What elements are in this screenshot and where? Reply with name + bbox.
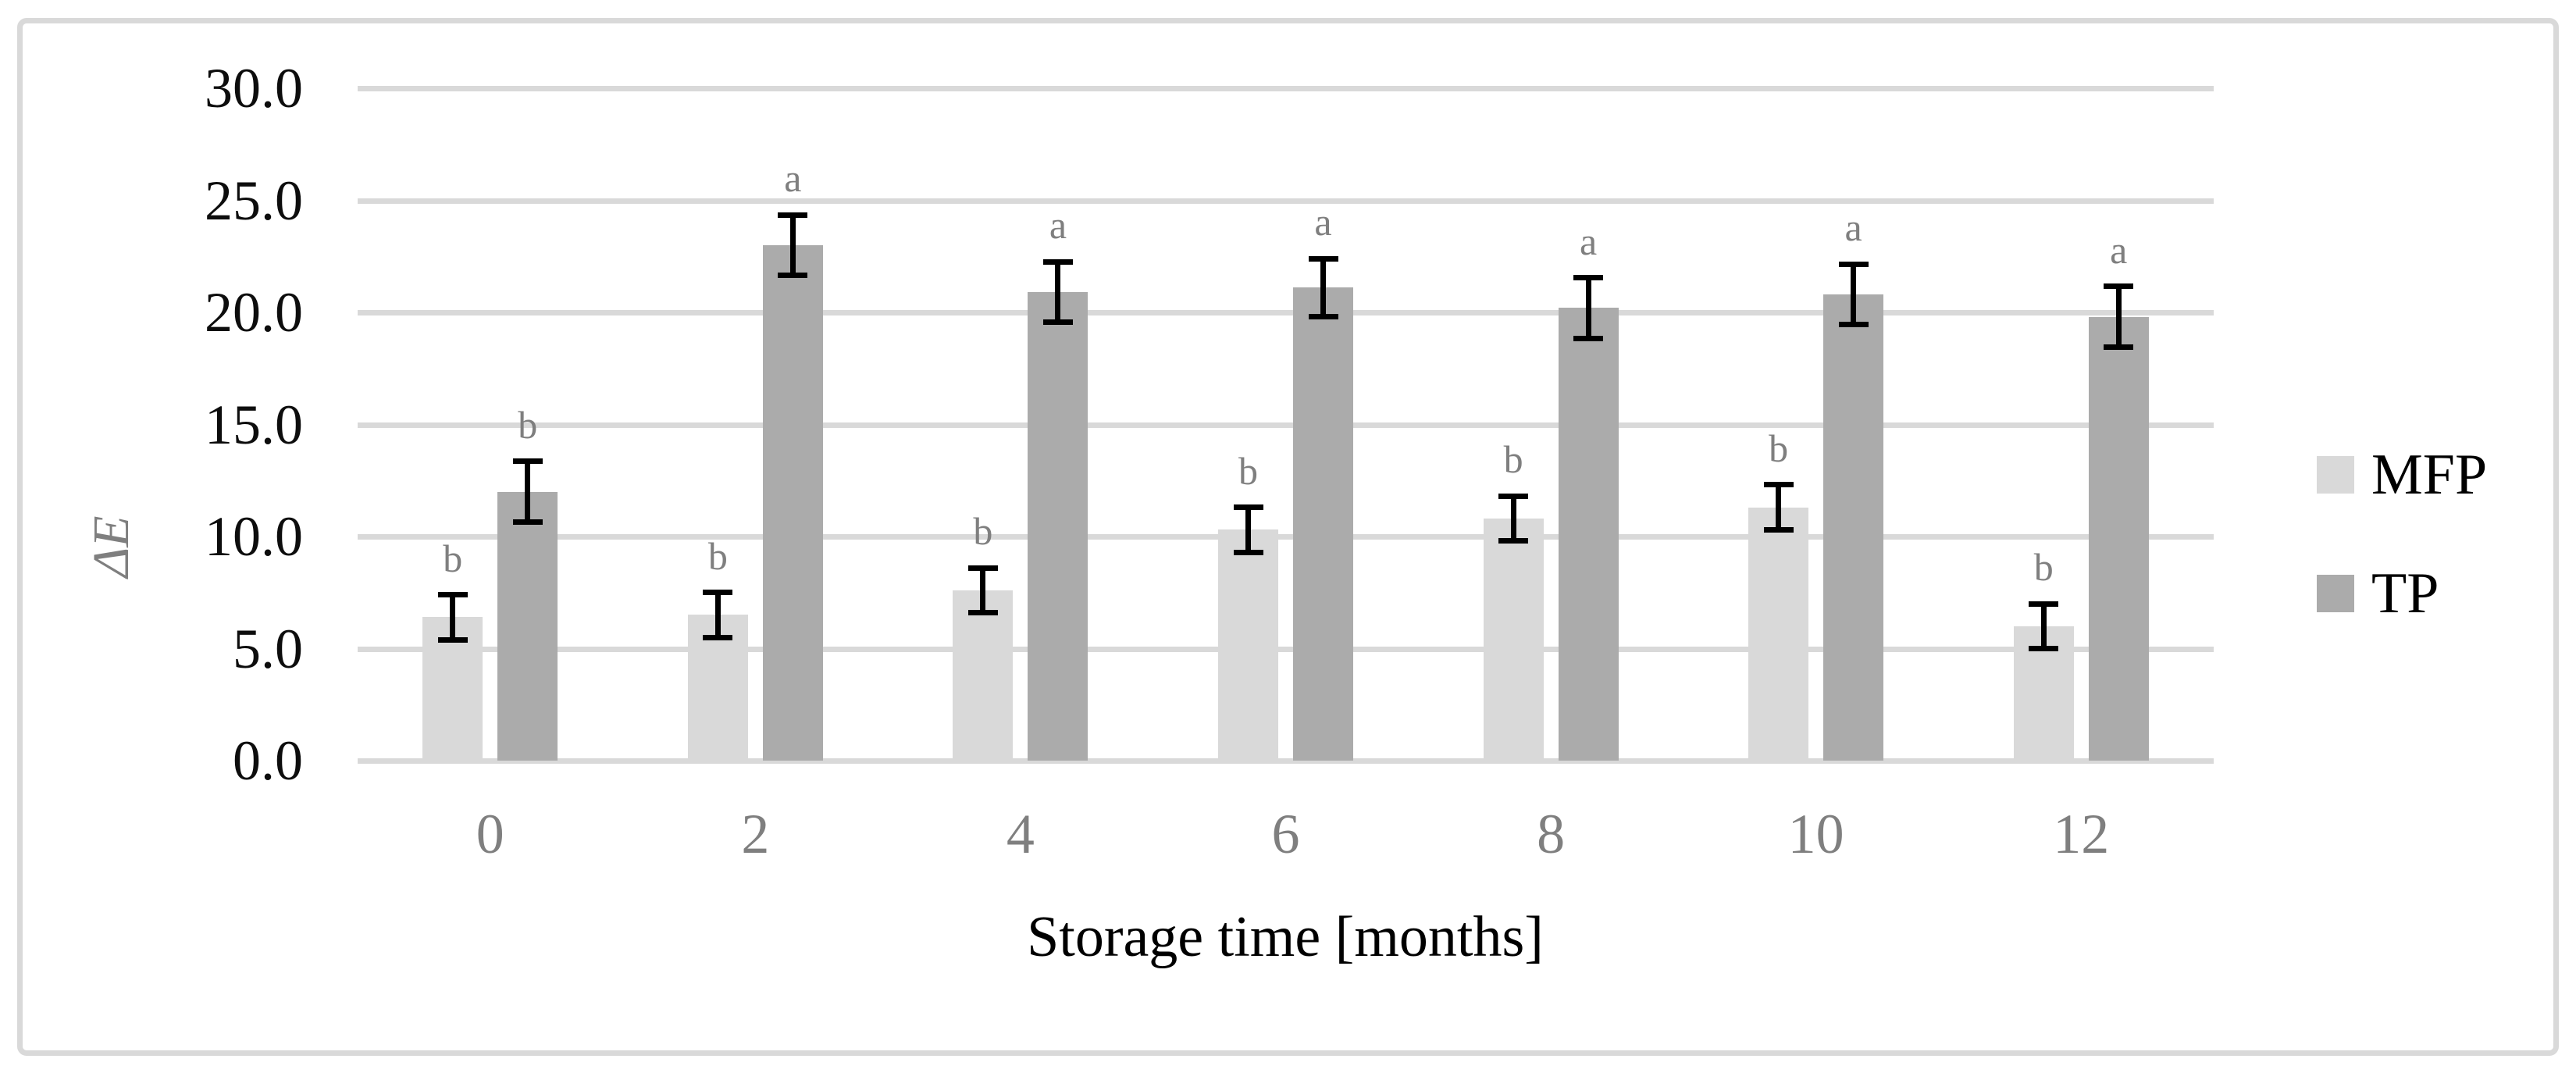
error-bar-line [525, 461, 531, 522]
x-axis-tick-label: 0 [476, 803, 504, 865]
gridline [358, 646, 2214, 652]
y-axis-tick-label: 30.0 [205, 57, 303, 119]
x-axis-line [358, 758, 2214, 764]
significance-letter: b [518, 402, 538, 447]
significance-letter: a [1844, 205, 1862, 250]
bar-mfp-month-4 [953, 590, 1014, 761]
bar-tp-month-4 [1028, 292, 1088, 761]
error-bar-cap-bottom [778, 273, 808, 279]
y-axis-tick-label: 20.0 [205, 281, 303, 344]
x-axis-title: Storage time [months] [1027, 905, 1544, 969]
gridline [358, 422, 2214, 428]
error-bar-cap-bottom [437, 636, 468, 643]
error-bar-cap-bottom [1308, 314, 1338, 320]
error-bar-cap-bottom [2029, 646, 2059, 651]
error-bar-cap-bottom [2104, 344, 2134, 350]
error-bar-line [2115, 286, 2122, 348]
y-axis-title: ΔE [83, 515, 140, 578]
x-axis-tick-label: 4 [1006, 803, 1035, 865]
gridline [358, 534, 2214, 540]
significance-letter: b [443, 536, 463, 580]
x-axis-tick-label: 6 [1271, 803, 1300, 865]
x-axis-tick-label: 2 [741, 803, 770, 865]
error-bar-cap-top [1233, 504, 1263, 511]
gridline [358, 310, 2214, 315]
error-bar-line [1320, 258, 1326, 317]
error-bar-cap-bottom [967, 610, 998, 616]
error-bar-line [1510, 496, 1516, 541]
significance-letter: b [973, 509, 993, 554]
significance-letter: b [1238, 448, 1258, 493]
error-bar-cap-top [2029, 601, 2059, 607]
gridline [358, 86, 2214, 91]
significance-letter: a [1049, 203, 1067, 248]
error-bar-line [980, 568, 986, 613]
x-axis-tick-label: 8 [1537, 803, 1566, 865]
error-bar-cap-top [1763, 482, 1794, 488]
significance-letter: b [1769, 426, 1789, 470]
x-axis-tick-label: 10 [1787, 803, 1844, 865]
error-bar-cap-top [967, 565, 998, 571]
error-bar-cap-top [1838, 261, 1869, 267]
error-bar-line [1776, 484, 1782, 530]
error-bar-cap-bottom [1763, 526, 1794, 533]
error-bar-cap-top [2104, 283, 2134, 290]
error-bar-cap-top [1308, 255, 1338, 262]
bar-mfp-month-8 [1483, 519, 1544, 761]
legend-label-mfp: MFP [2371, 443, 2488, 507]
y-axis-tick-label: 10.0 [205, 505, 303, 568]
error-bar-cap-top [437, 592, 468, 598]
error-bar-cap-top [778, 212, 808, 218]
error-bar-cap-top [1498, 493, 1529, 499]
significance-letter: a [1579, 219, 1598, 263]
significance-letter: a [2110, 227, 2128, 272]
error-bar-line [789, 215, 796, 276]
bar-tp-month-8 [1558, 308, 1619, 761]
y-axis-tick-label: 15.0 [205, 393, 303, 456]
significance-letter: a [1314, 200, 1332, 244]
error-bar-line [1055, 262, 1061, 323]
bar-tp-month-10 [1823, 294, 1884, 761]
error-bar-cap-top [1042, 258, 1073, 265]
error-bar-cap-bottom [1042, 319, 1073, 326]
error-bar-line [714, 592, 721, 638]
error-bar-cap-bottom [1838, 322, 1869, 328]
bar-tp-month-6 [1293, 287, 1353, 761]
error-bar-line [450, 594, 456, 640]
error-bar-line [2040, 604, 2047, 649]
bar-tp-month-12 [2088, 316, 2149, 761]
significance-letter: b [1503, 437, 1523, 482]
y-axis-tick-label: 25.0 [205, 169, 303, 232]
error-bar-cap-bottom [1573, 335, 1604, 341]
y-axis-tick-label: 5.0 [233, 617, 303, 680]
error-bar-cap-top [512, 458, 543, 465]
error-bar-line [1245, 507, 1251, 553]
error-bar-line [1851, 264, 1857, 325]
bar-tp-month-0 [497, 491, 558, 761]
error-bar-cap-top [1573, 275, 1604, 280]
bar-mfp-month-10 [1748, 507, 1809, 761]
error-bar-cap-bottom [1498, 538, 1529, 544]
significance-letter: b [707, 533, 728, 578]
error-bar-cap-top [703, 590, 733, 596]
bar-mfp-month-6 [1218, 529, 1278, 761]
bar-tp-month-2 [762, 244, 823, 761]
error-bar-line [1585, 277, 1591, 338]
error-bar-cap-bottom [512, 519, 543, 525]
gridline [358, 198, 2214, 204]
error-bar-cap-bottom [703, 634, 733, 640]
significance-letter: b [2033, 545, 2054, 590]
legend-label-tp: TP [2371, 561, 2439, 626]
legend-swatch-mfp [2317, 456, 2354, 494]
error-bar-cap-bottom [1233, 549, 1263, 555]
x-axis-tick-label: 12 [2053, 803, 2110, 865]
legend-swatch-tp [2317, 575, 2354, 612]
y-axis-tick-label: 0.0 [233, 729, 303, 792]
significance-letter: a [784, 156, 802, 201]
